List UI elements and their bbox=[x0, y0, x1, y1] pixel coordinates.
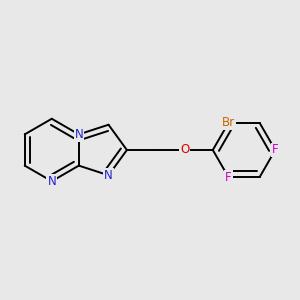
Text: N: N bbox=[74, 128, 83, 141]
Text: F: F bbox=[225, 171, 232, 184]
Text: N: N bbox=[47, 175, 56, 188]
Text: O: O bbox=[180, 143, 189, 157]
Text: Br: Br bbox=[222, 116, 235, 129]
Text: F: F bbox=[272, 143, 279, 157]
Text: N: N bbox=[104, 169, 113, 182]
